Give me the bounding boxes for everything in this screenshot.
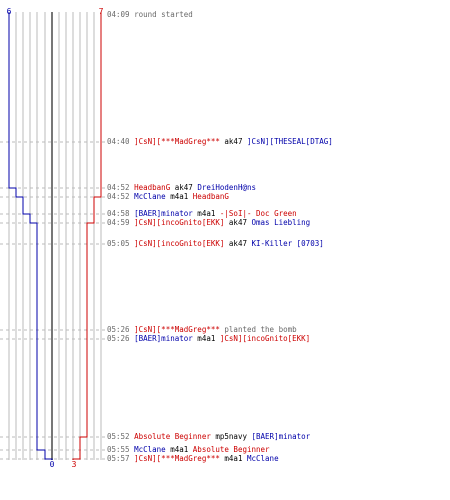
event-weapon: m4a1 bbox=[192, 209, 220, 218]
event-time: 05:26 bbox=[107, 334, 135, 343]
player-name-blue: DreiHodenH@ns bbox=[197, 183, 257, 192]
event-row: 05:55 McClane m4a1 Absolute Beginner bbox=[107, 446, 270, 454]
red-end-count: 3 bbox=[72, 460, 77, 469]
event-time: 04:58 bbox=[107, 209, 135, 218]
event-time: 04:52 bbox=[107, 192, 135, 201]
event-row: 05:26 [BAER]minator m4a1 ]CsN][incoGnito… bbox=[107, 335, 310, 343]
event-weapon: ak47 bbox=[219, 137, 247, 146]
player-name-red: ]CsN][incoGnito[EKK] bbox=[134, 218, 225, 227]
event-weapon: m4a1 bbox=[165, 445, 193, 454]
event-row: 04:40 ]CsN][***MadGreg*** ak47 ]CsN][THE… bbox=[107, 138, 333, 146]
event-row: 04:52 McClane m4a1 HeadbanG bbox=[107, 193, 229, 201]
event-row: 05:26 ]CsN][***MadGreg*** planted the bo… bbox=[107, 326, 297, 334]
player-name-red: ]CsN][incoGnito[EKK] bbox=[219, 334, 311, 343]
event-weapon: m4a1 bbox=[192, 334, 220, 343]
event-row: 04:09 round started bbox=[107, 11, 193, 19]
event-row: 04:58 [BAER]minator m4a1 -|SoI|- Doc Gre… bbox=[107, 210, 297, 218]
red-start-count: 7 bbox=[99, 7, 104, 16]
event-text: planted the bomb bbox=[219, 325, 297, 334]
event-weapon: ak47 bbox=[170, 183, 198, 192]
event-weapon: mp5navy bbox=[210, 432, 252, 441]
player-name-blue: KI-Killer [0703] bbox=[251, 239, 324, 248]
blue-start-count: 6 bbox=[7, 7, 12, 16]
player-name-red: HeadbanG bbox=[192, 192, 229, 201]
event-time: 04:52 bbox=[107, 183, 135, 192]
player-name-blue: ]CsN][THESEAL[DTAG] bbox=[246, 137, 333, 146]
event-row: 04:59 ]CsN][incoGnito[EKK] ak47 Omas Lie… bbox=[107, 219, 310, 227]
player-name-blue: McClane bbox=[246, 454, 279, 463]
event-row: 04:52 HeadbanG ak47 DreiHodenH@ns bbox=[107, 184, 256, 192]
event-weapon: ak47 bbox=[224, 218, 252, 227]
event-time: 05:55 bbox=[107, 445, 135, 454]
player-name-red: ]CsN][***MadGreg*** bbox=[134, 137, 220, 146]
event-time: 05:52 bbox=[107, 432, 135, 441]
event-time: 04:59 bbox=[107, 218, 135, 227]
player-name-blue: Omas Liebling bbox=[251, 218, 311, 227]
event-time: 05:05 bbox=[107, 239, 135, 248]
event-weapon: m4a1 bbox=[219, 454, 247, 463]
player-name-red: -|SoI|- Doc Green bbox=[219, 209, 297, 218]
player-name-red: ]CsN][***MadGreg*** bbox=[134, 325, 220, 334]
event-text: round started bbox=[134, 10, 193, 19]
player-name-red: Absolute Beginner bbox=[192, 445, 270, 454]
event-time: 05:57 bbox=[107, 454, 135, 463]
event-row: 05:05 ]CsN][incoGnito[EKK] ak47 KI-Kille… bbox=[107, 240, 324, 248]
player-name-red: ]CsN][incoGnito[EKK] bbox=[134, 239, 225, 248]
player-name-blue: McClane bbox=[134, 192, 166, 201]
event-row: 05:52 Absolute Beginner mp5navy [BAER]mi… bbox=[107, 433, 310, 441]
player-name-red: HeadbanG bbox=[134, 183, 171, 192]
player-name-blue: McClane bbox=[134, 445, 166, 454]
event-time: 04:40 bbox=[107, 137, 135, 146]
player-name-blue: [BAER]minator bbox=[134, 334, 193, 343]
red-team-alive-line bbox=[72, 12, 102, 460]
event-time: 05:26 bbox=[107, 325, 135, 334]
blue-end-count: 0 bbox=[50, 460, 55, 469]
player-name-red: ]CsN][***MadGreg*** bbox=[134, 454, 220, 463]
player-name-blue: [BAER]minator bbox=[134, 209, 193, 218]
player-name-blue: [BAER]minator bbox=[251, 432, 311, 441]
event-weapon: m4a1 bbox=[165, 192, 193, 201]
event-weapon: ak47 bbox=[224, 239, 252, 248]
event-time: 04:09 bbox=[107, 10, 135, 19]
event-row: 05:57 ]CsN][***MadGreg*** m4a1 McClane bbox=[107, 455, 279, 463]
player-name-red: Absolute Beginner bbox=[134, 432, 211, 441]
blue-team-alive-line bbox=[8, 12, 53, 460]
